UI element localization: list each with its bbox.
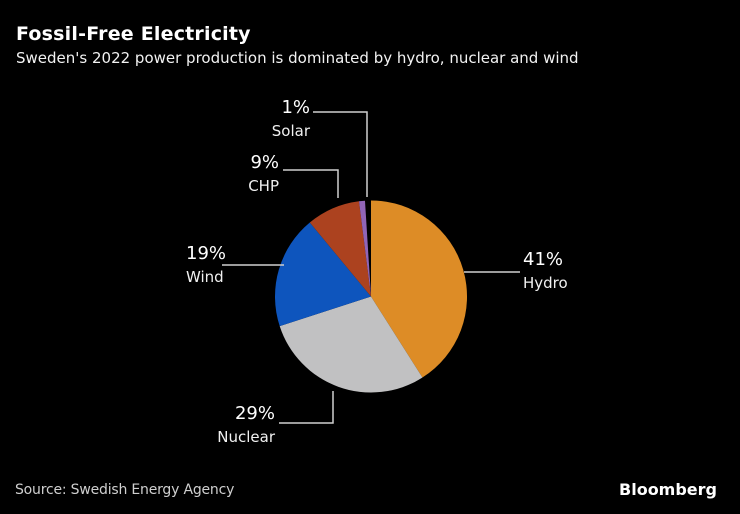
callout-chp-value: 9% (250, 152, 279, 173)
callout-nuclear-value: 29% (234, 403, 275, 424)
chart-subtitle: Sweden's 2022 power production is domina… (16, 49, 579, 67)
callout-hydro: 41% Hydro (523, 249, 568, 293)
bloomberg-logo: Bloomberg (619, 480, 717, 499)
callout-nuclear-label: Nuclear (217, 428, 275, 446)
callout-solar: 1% Solar (272, 97, 310, 141)
callout-wind-label: Wind (186, 268, 224, 286)
callout-hydro-value: 41% (523, 249, 564, 270)
chart-title: Fossil-Free Electricity (16, 23, 251, 45)
pie-slice-wind (275, 222, 371, 327)
callout-solar-label: Solar (271, 122, 310, 140)
source-credit: Source: Swedish Energy Agency (15, 482, 235, 498)
callout-hydro-label: Hydro (523, 274, 568, 292)
leader-line-chp (283, 169, 339, 198)
callout-chp-label: CHP (248, 177, 279, 195)
leader-line-solar (313, 111, 368, 197)
callout-wind: 19% Wind (186, 243, 226, 287)
callout-chp: 9% CHP (248, 152, 279, 196)
pie-slice-hydro (371, 200, 468, 378)
pie-slice-chp (309, 201, 371, 297)
pie-slice-nuclear (279, 296, 423, 393)
callout-wind-value: 19% (186, 243, 227, 264)
leader-line-nuclear (279, 391, 334, 424)
callout-nuclear: 29% Nuclear (217, 403, 275, 447)
pie-slice-solar (358, 200, 371, 297)
callout-solar-value: 1% (281, 97, 310, 118)
pie-slices (275, 200, 468, 393)
